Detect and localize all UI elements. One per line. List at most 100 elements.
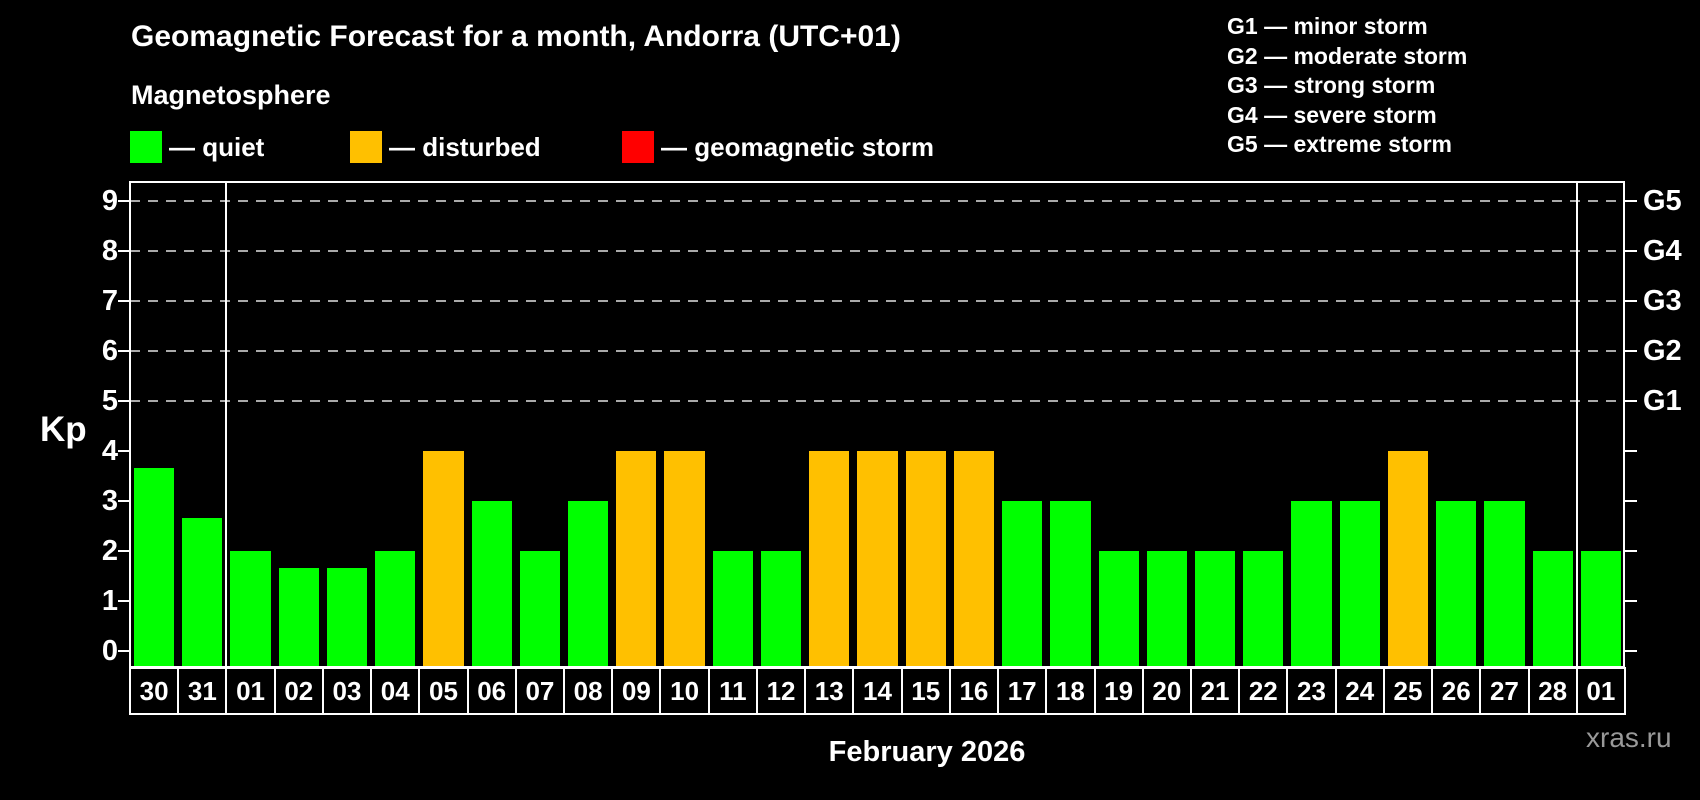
kp-bar	[1339, 501, 1380, 668]
day-label-cell: 18	[1045, 667, 1096, 715]
g-level-label: G2	[1643, 335, 1682, 367]
month-separator	[225, 182, 228, 668]
y-tick-label: 9	[101, 185, 118, 217]
day-label-cell: 23	[1286, 667, 1337, 715]
y-axis-tick-right	[1625, 400, 1637, 402]
y-axis-tick-left	[118, 400, 130, 402]
day-label-cell: 09	[611, 667, 662, 715]
g-scale-legend-line: G5 — extreme storm	[1227, 131, 1452, 157]
day-label-cell: 02	[273, 667, 324, 715]
kp-bar	[1484, 501, 1525, 668]
y-axis-tick-right	[1625, 350, 1637, 352]
day-label-cell: 28	[1527, 667, 1578, 715]
chart-title: Geomagnetic Forecast for a month, Andorr…	[131, 20, 901, 53]
kp-bar	[471, 501, 512, 668]
kp-bar	[1002, 501, 1043, 668]
kp-bar	[519, 551, 561, 668]
disturbed-color-swatch	[350, 131, 382, 163]
y-axis-tick-left	[118, 600, 130, 602]
g-level-label: G3	[1643, 285, 1682, 317]
day-label-cell: 26	[1431, 667, 1482, 715]
kp-bar	[423, 451, 464, 668]
y-tick-label: 2	[101, 535, 118, 567]
y-axis-tick-right	[1625, 300, 1637, 302]
y-tick-label: 1	[101, 585, 118, 617]
gridline	[130, 400, 1625, 402]
kp-bar	[134, 467, 175, 668]
month-separator	[1575, 182, 1578, 668]
day-label-cell: 22	[1238, 667, 1289, 715]
watermark: xras.ru	[1586, 722, 1672, 753]
kp-bar	[568, 501, 609, 668]
gridline	[130, 350, 1625, 352]
kp-bar	[182, 517, 223, 668]
legend-label-quiet: — quiet	[169, 131, 265, 162]
g-scale-legend-line: G3 — strong storm	[1227, 72, 1436, 98]
day-label-cell: 24	[1334, 667, 1385, 715]
kp-bar	[953, 451, 995, 668]
g-level-label: G5	[1643, 185, 1682, 217]
day-label-cell: 20	[1141, 667, 1192, 715]
y-axis-tick-right	[1625, 450, 1637, 452]
day-label-cell: 17	[997, 667, 1048, 715]
y-axis-tick-left	[118, 350, 130, 352]
y-axis-tick-right	[1625, 200, 1637, 202]
kp-bar	[278, 567, 319, 668]
g-scale-legend: G1 — minor storm G2 — moderate storm G3 — …	[1227, 12, 1467, 160]
kp-bar	[1050, 501, 1091, 668]
day-label-cell: 30	[129, 667, 180, 715]
y-axis-tick-right	[1625, 650, 1637, 652]
y-tick-label: 4	[101, 435, 118, 467]
kp-bar	[375, 551, 416, 668]
day-label-cell: 06	[466, 667, 517, 715]
day-label-cell: 21	[1189, 667, 1241, 715]
y-axis-tick-left	[118, 650, 130, 652]
day-label-cell: 15	[900, 667, 951, 715]
kp-bar	[1436, 501, 1477, 668]
day-label-cell: 13	[804, 667, 855, 715]
kp-bar	[1146, 551, 1187, 668]
y-axis-tick-right	[1625, 250, 1637, 252]
kp-bar	[1291, 501, 1332, 668]
y-axis-tick-left	[118, 250, 130, 252]
day-label-cell: 08	[563, 667, 614, 715]
y-axis-tick-right	[1625, 500, 1637, 502]
kp-bar	[1194, 551, 1236, 668]
day-label-cell: 04	[370, 667, 421, 715]
day-label-cell: 12	[755, 667, 807, 715]
gridline	[130, 200, 1625, 202]
legend-item-quiet: — quiet	[130, 130, 264, 164]
day-label-cell: 01	[1575, 667, 1626, 715]
y-axis-tick-left	[118, 300, 130, 302]
kp-bar	[1243, 551, 1284, 668]
y-axis-tick-left	[118, 550, 130, 552]
kp-bar	[1580, 551, 1621, 668]
kp-bar	[712, 551, 753, 668]
g-scale-legend-line: G2 — moderate storm	[1227, 42, 1468, 69]
y-tick-label: 8	[101, 235, 118, 267]
g-level-label: G4	[1643, 235, 1682, 267]
y-tick-label: 6	[101, 335, 118, 367]
legend-item-disturbed: — disturbed	[350, 130, 541, 164]
kp-bar	[230, 551, 271, 668]
day-label-cell: 25	[1382, 667, 1434, 715]
day-label-cell: 05	[418, 667, 469, 715]
day-label-cell: 16	[948, 667, 1000, 715]
plot-border	[129, 181, 1625, 668]
y-tick-label: 3	[101, 485, 118, 517]
kp-bar	[664, 451, 705, 668]
kp-bar	[857, 451, 898, 668]
kp-bar	[905, 451, 946, 668]
y-axis-tick-left	[118, 200, 130, 202]
day-label-cell: 27	[1479, 667, 1530, 715]
gridline	[130, 250, 1625, 252]
gridline	[130, 300, 1625, 302]
g-scale-legend-line: G4 — severe storm	[1227, 101, 1437, 128]
kp-bar	[326, 567, 368, 668]
day-label-cell: 19	[1093, 667, 1144, 715]
y-tick-label: 7	[101, 285, 118, 317]
kp-bar	[616, 451, 657, 668]
y-axis-tick-right	[1625, 600, 1637, 602]
day-label-cell: 07	[514, 667, 566, 715]
